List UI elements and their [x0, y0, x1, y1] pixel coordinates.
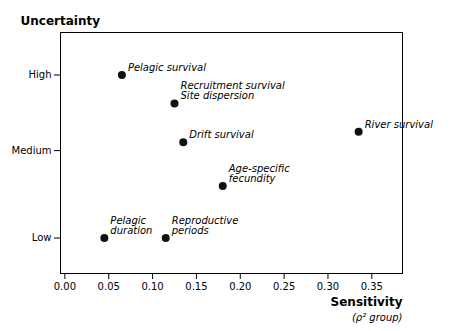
svg-text:Pelagicduration: Pelagicduration: [110, 215, 152, 236]
svg-text:0.25: 0.25: [273, 281, 295, 292]
svg-text:Pelagic survival: Pelagic survival: [128, 62, 206, 73]
svg-text:Reproductiveperiods: Reproductiveperiods: [171, 215, 239, 236]
svg-text:Age-specificfecundity: Age-specificfecundity: [228, 163, 290, 184]
svg-text:0.30: 0.30: [317, 281, 339, 292]
svg-text:(ρ² group): (ρ² group): [352, 312, 403, 323]
svg-text:Low: Low: [32, 232, 52, 243]
svg-text:0.15: 0.15: [185, 281, 207, 292]
svg-text:0.20: 0.20: [229, 281, 251, 292]
svg-text:0.35: 0.35: [361, 281, 383, 292]
svg-text:Drift survival: Drift survival: [189, 129, 254, 140]
svg-text:Sensitivity: Sensitivity: [331, 295, 403, 309]
svg-text:Medium: Medium: [12, 145, 52, 156]
svg-text:0.05: 0.05: [98, 281, 120, 292]
svg-text:River survival: River survival: [365, 119, 433, 130]
svg-text:0.10: 0.10: [141, 281, 163, 292]
svg-text:0.00: 0.00: [54, 281, 76, 292]
svg-text:Recruitment survivalSite dispe: Recruitment survivalSite dispersion: [181, 80, 285, 101]
svg-text:High: High: [29, 69, 52, 80]
svg-text:Uncertainty: Uncertainty: [21, 14, 101, 28]
